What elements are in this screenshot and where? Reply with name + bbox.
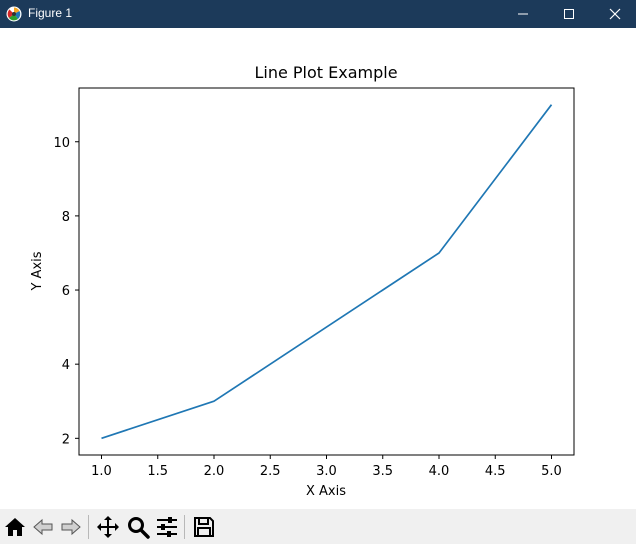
y-ticks: 2 4 6 8 10 <box>53 136 79 447</box>
home-button[interactable] <box>2 514 28 540</box>
figure-canvas[interactable]: Line Plot Example 1.0 1.5 2.0 2.5 3.0 3.5 4.0 4… <box>0 28 636 509</box>
x-tick-label: 3.0 <box>316 464 337 479</box>
pan-button[interactable] <box>95 514 121 540</box>
navigation-toolbar <box>0 509 636 544</box>
series-line <box>101 104 553 440</box>
x-ticks: 1.0 1.5 2.0 2.5 3.0 3.5 4.0 4.5 5.0 <box>91 455 562 479</box>
chart-title: Line Plot Example <box>254 63 397 82</box>
x-tick-label: 5.0 <box>541 464 562 479</box>
window-title-bar: Figure 1 <box>0 0 636 28</box>
line-chart: Line Plot Example 1.0 1.5 2.0 2.5 3.0 3.5 4.0 4… <box>30 63 575 499</box>
configure-subplots-button[interactable] <box>154 514 180 540</box>
series-group <box>101 104 553 440</box>
y-tick-label: 8 <box>62 210 70 225</box>
toolbar-separator <box>88 515 89 539</box>
y-tick-label: 4 <box>62 358 70 373</box>
save-button[interactable] <box>191 514 217 540</box>
x-tick-label: 2.0 <box>204 464 225 479</box>
toolbar-separator <box>184 515 185 539</box>
forward-button[interactable] <box>58 514 84 540</box>
x-tick-label: 1.0 <box>91 464 112 479</box>
y-axis-label: Y Axis <box>30 251 45 291</box>
x-tick-label: 3.5 <box>372 464 393 479</box>
close-icon <box>609 8 621 20</box>
save-icon <box>194 517 214 537</box>
pan-icon <box>97 516 119 538</box>
x-tick-label: 4.0 <box>429 464 450 479</box>
matplotlib-app-icon <box>6 6 22 22</box>
maximize-button[interactable] <box>546 0 592 28</box>
back-arrow-icon <box>33 518 53 536</box>
x-axis-label: X Axis <box>306 484 346 499</box>
window-title: Figure 1 <box>28 6 73 20</box>
y-tick-label: 2 <box>62 432 70 447</box>
maximize-icon <box>564 9 574 19</box>
zoom-icon <box>128 517 150 539</box>
y-tick-label: 10 <box>53 136 70 151</box>
x-tick-label: 1.5 <box>147 464 168 479</box>
plot-area <box>78 87 575 456</box>
x-tick-label: 2.5 <box>260 464 281 479</box>
home-icon <box>5 518 25 536</box>
y-tick-label: 6 <box>62 284 70 299</box>
minimize-button[interactable] <box>500 0 546 28</box>
forward-arrow-icon <box>61 518 81 536</box>
back-button[interactable] <box>30 514 56 540</box>
close-button[interactable] <box>592 0 636 28</box>
minimize-icon <box>518 13 528 15</box>
configure-subplots-icon <box>157 517 177 537</box>
zoom-button[interactable] <box>125 514 151 540</box>
x-tick-label: 4.5 <box>485 464 506 479</box>
